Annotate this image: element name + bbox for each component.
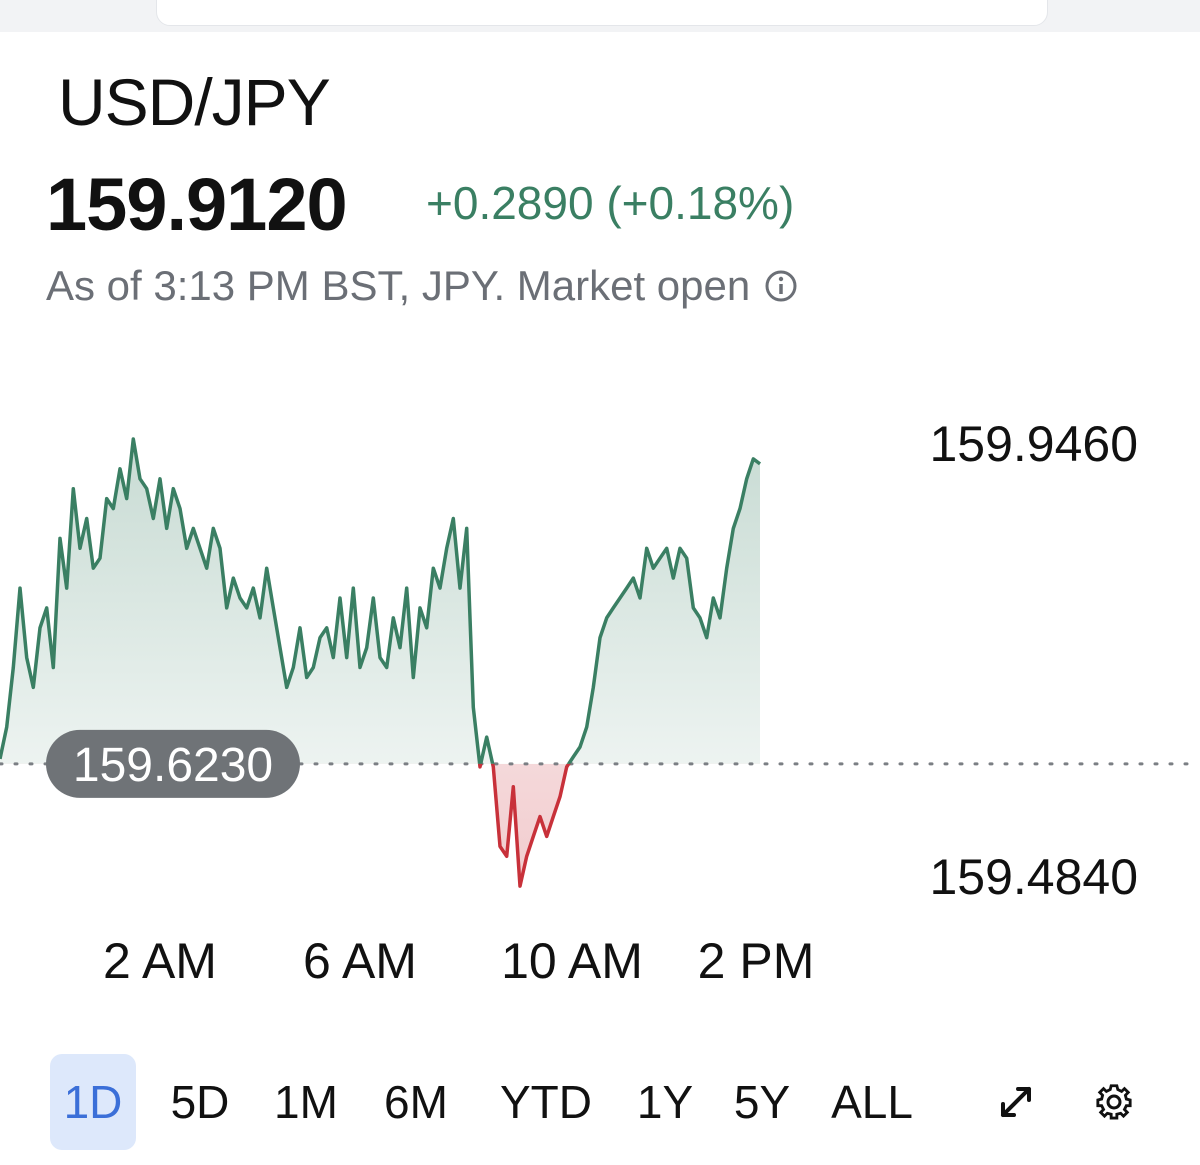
range-ytd-button[interactable]: YTD	[500, 1076, 592, 1128]
range-all-button[interactable]: ALL	[831, 1076, 913, 1128]
area-above-fill	[0, 439, 760, 764]
x-tick-label-2pm: 2 PM	[698, 933, 815, 989]
top-bar	[0, 0, 1200, 32]
price-change: +0.2890 (+0.18%)	[426, 177, 795, 229]
range-6m-button[interactable]: 6M	[384, 1076, 448, 1128]
time-range-selector: 1D 5D 1M 6M YTD 1Y 5Y ALL	[50, 1054, 932, 1150]
range-1m-button[interactable]: 1M	[274, 1076, 338, 1128]
range-5d-button[interactable]: 5D	[170, 1076, 230, 1128]
reference-badge: 159.6230	[46, 729, 300, 798]
x-tick-label-2am: 2 AM	[103, 933, 217, 989]
symbol-title: USD/JPY	[58, 65, 331, 139]
as-of-text: As of 3:13 PM BST, JPY. Market open	[46, 262, 751, 309]
x-tick-label-10am: 10 AM	[501, 933, 643, 989]
expand-icon[interactable]	[992, 1078, 1040, 1126]
range-1y-button[interactable]: 1Y	[636, 1076, 694, 1128]
price-chart[interactable]: 159.6230 159.9460 159.4840 2 AM 6 AM 10 …	[0, 330, 1200, 990]
y-tick-label-min: 159.4840	[929, 849, 1138, 905]
area-fill-up	[0, 439, 760, 764]
current-price: 159.9120	[46, 163, 348, 246]
series-line-up	[0, 437, 762, 764]
range-1d-button[interactable]: 1D	[50, 1054, 136, 1150]
info-icon[interactable]	[764, 269, 798, 303]
x-tick-label-6am: 6 AM	[303, 933, 417, 989]
y-tick-label-max: 159.9460	[929, 416, 1138, 472]
search-bar[interactable]	[156, 0, 1048, 26]
range-5y-button[interactable]: 5Y	[733, 1076, 791, 1128]
reference-label: 159.6230	[73, 739, 273, 792]
reference-badge-bg	[46, 729, 300, 798]
gear-icon[interactable]	[1090, 1078, 1138, 1126]
market-status: As of 3:13 PM BST, JPY. Market open	[46, 262, 798, 310]
